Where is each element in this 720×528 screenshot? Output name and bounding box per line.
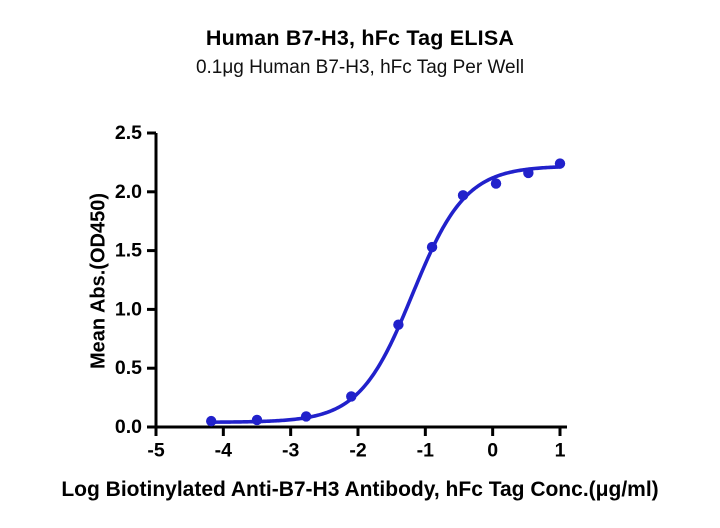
y-tick-label: 2.5 xyxy=(115,122,142,144)
data-point xyxy=(251,414,263,426)
data-point xyxy=(206,415,217,427)
y-tick-label: 0.5 xyxy=(115,357,142,379)
axes-spines xyxy=(154,133,567,429)
x-tick-label: -5 xyxy=(147,440,164,462)
x-tick-label: -4 xyxy=(215,440,232,462)
data-point xyxy=(490,178,502,189)
y-tick-label: 2.0 xyxy=(115,181,142,203)
fit-curve xyxy=(209,165,562,424)
x-tick-label: -3 xyxy=(282,440,299,462)
data-point xyxy=(523,167,534,179)
data-point xyxy=(457,190,469,201)
data-point xyxy=(554,158,566,169)
x-tick-label: -1 xyxy=(417,440,434,462)
x-tick-label: 1 xyxy=(555,440,566,462)
y-tick-label: 1.0 xyxy=(115,298,142,320)
x-axis-title: Log Biotinylated Anti-B7-H3 Antibody, hF… xyxy=(61,478,659,501)
x-tick-label: -2 xyxy=(349,440,366,462)
data-point xyxy=(426,241,438,253)
data-point xyxy=(393,319,404,330)
chart-subtitle: 0.1μg Human B7-H3, hFc Tag Per Well xyxy=(195,57,525,78)
x-tick-label: 0 xyxy=(487,440,498,462)
data-point xyxy=(300,411,312,422)
data-point xyxy=(346,391,357,402)
y-tick-label: 0.0 xyxy=(115,416,142,438)
chart-title: Human B7-H3, hFc Tag ELISA xyxy=(205,26,515,50)
y-tick-label: 1.5 xyxy=(115,240,142,262)
